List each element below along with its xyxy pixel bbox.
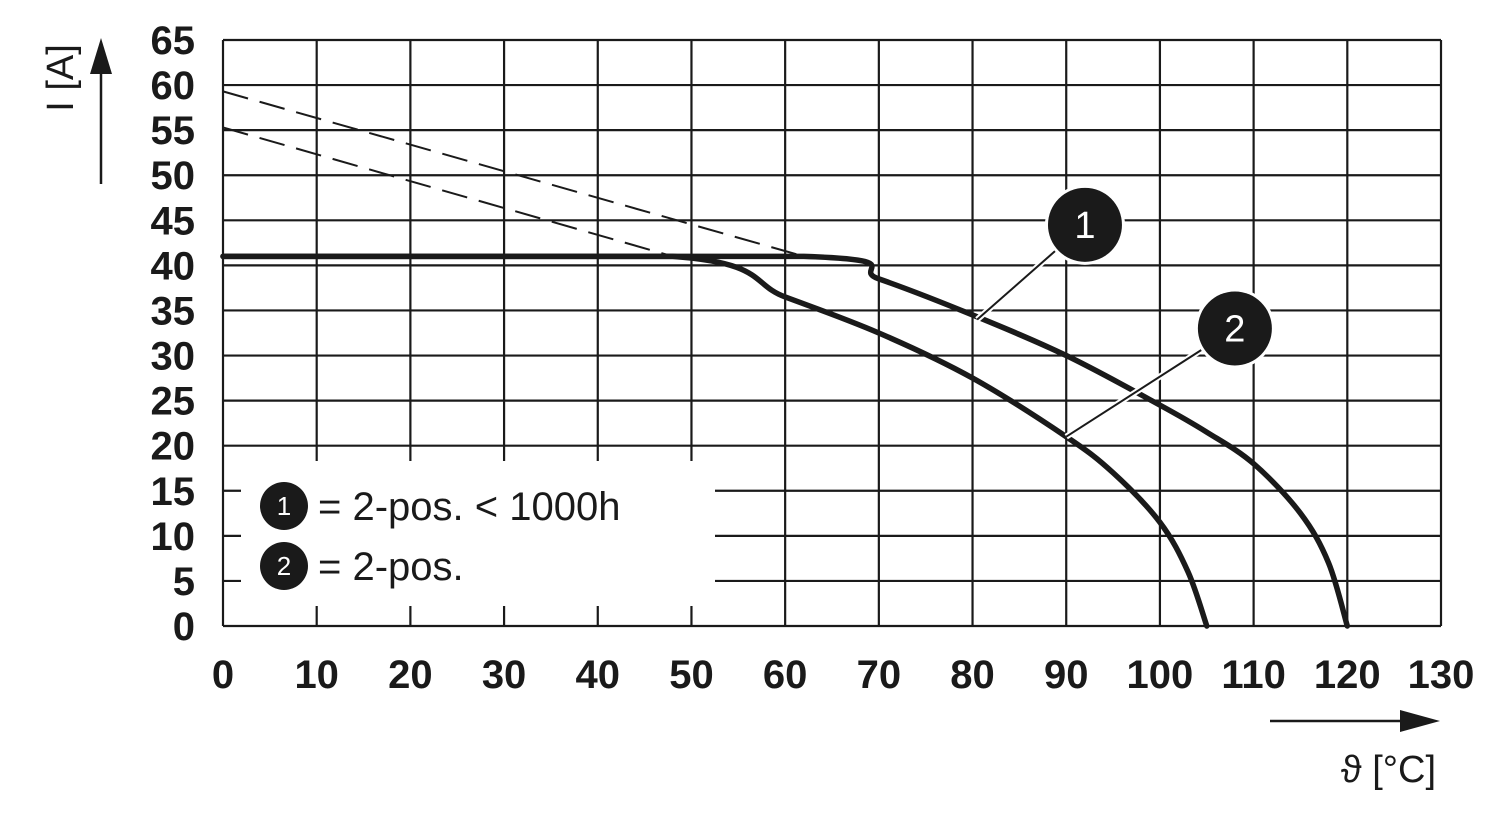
x-tick-label: 10 — [294, 653, 339, 697]
x-tick-label: 120 — [1314, 653, 1381, 697]
y-tick-label: 25 — [151, 380, 196, 424]
y-tick-label: 20 — [151, 425, 196, 469]
y-tick-label: 30 — [151, 335, 196, 379]
y-axis-arrow-head — [90, 38, 112, 74]
y-axis-title: I [A] — [40, 44, 82, 112]
x-tick-label: 0 — [212, 653, 234, 697]
x-axis-arrow-head — [1400, 710, 1440, 732]
legend-entry-text: = 2-pos. < 1000h — [318, 485, 620, 529]
x-tick-label: 20 — [388, 653, 433, 697]
legend-marker-label: 1 — [277, 491, 291, 521]
x-tick-label: 50 — [669, 653, 714, 697]
x-tick-label: 110 — [1221, 653, 1286, 697]
y-tick-label: 45 — [151, 199, 196, 243]
legend-marker — [260, 482, 308, 530]
y-tick-label: 15 — [151, 470, 196, 514]
series-dashed-extension — [222, 90, 805, 258]
callout-marker — [1197, 291, 1272, 366]
callouts: 12 — [975, 184, 1275, 440]
legend-marker — [260, 542, 308, 590]
x-tick-label: 80 — [950, 653, 995, 697]
legend-entry-text: = 2-pos. — [318, 545, 464, 589]
y-tick-label: 40 — [151, 244, 196, 288]
series-line-2 — [220, 253, 1210, 629]
y-tick-label: 5 — [173, 560, 195, 604]
series-line-1 — [220, 253, 1351, 629]
callout-leader-line — [976, 249, 1058, 321]
x-tick-label: 40 — [576, 653, 621, 697]
callout-marker-label: 1 — [1074, 205, 1095, 247]
callout-leader-line — [1065, 348, 1204, 438]
legend-marker-label: 2 — [277, 551, 291, 581]
x-tick-label: 100 — [1127, 653, 1194, 697]
x-axis-title-group: ϑ [°C] — [1270, 710, 1440, 791]
callout-marker — [1047, 187, 1122, 262]
y-tick-label: 0 — [173, 605, 195, 649]
y-tick-label: 10 — [151, 515, 196, 559]
legend: 1 = 2-pos. < 1000h 2 = 2-pos. — [241, 461, 715, 606]
curves — [220, 90, 1351, 629]
x-tick-label: 130 — [1408, 653, 1475, 697]
x-tick-label: 90 — [1044, 653, 1089, 697]
callout-marker-label: 2 — [1224, 308, 1245, 350]
x-axis-title: ϑ [°C] — [1341, 749, 1436, 791]
y-axis-title-group: I [A] — [40, 38, 112, 184]
x-tick-label: 70 — [857, 653, 902, 697]
y-tick-label: 65 — [151, 19, 196, 63]
x-tick-label: 30 — [482, 653, 527, 697]
legend-box — [241, 461, 715, 606]
y-tick-label: 35 — [151, 289, 196, 333]
y-tick-label: 50 — [151, 154, 196, 198]
y-tick-label: 60 — [151, 64, 196, 108]
series-dashed-extension — [222, 126, 673, 258]
x-tick-label: 60 — [763, 653, 808, 697]
x-tick-labels: 0 10 20 30 40 50 60 70 80 90 100 110 120 130 — [212, 653, 1475, 697]
y-tick-label: 55 — [151, 109, 196, 153]
